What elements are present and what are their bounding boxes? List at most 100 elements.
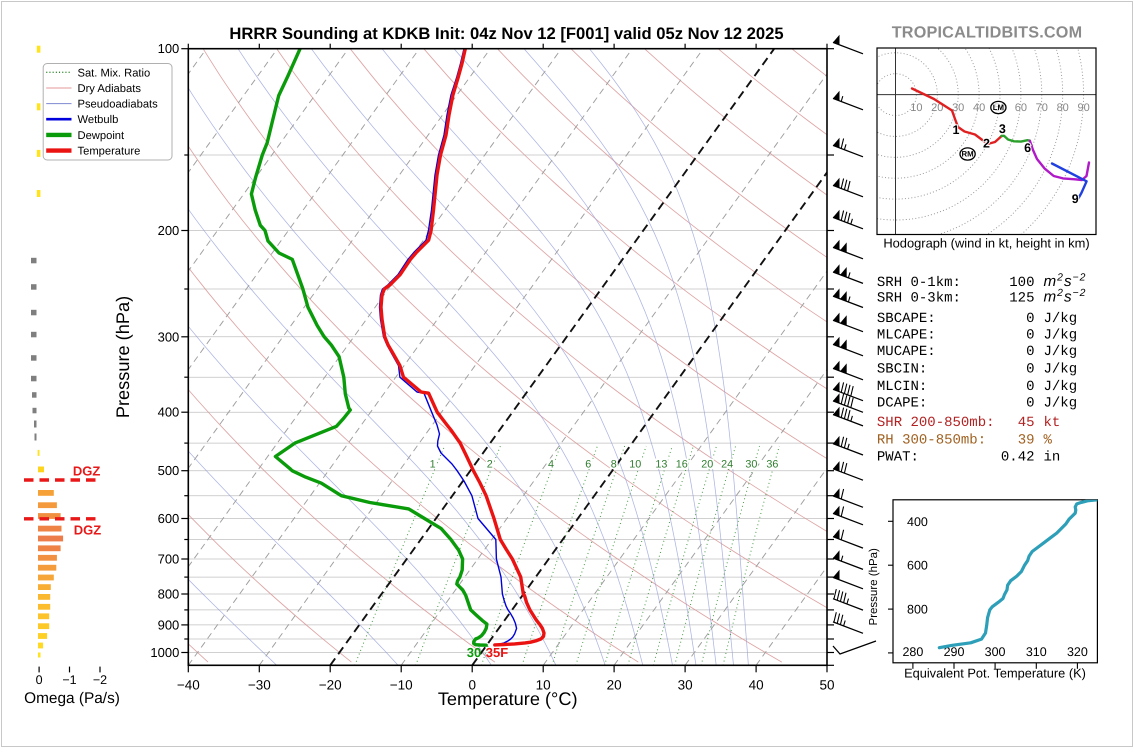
svg-text:Temperature: Temperature [78, 146, 141, 158]
svg-text:20: 20 [931, 102, 943, 114]
svg-text:0: 0 [1026, 362, 1034, 378]
svg-text:16: 16 [676, 459, 688, 471]
svg-text:20: 20 [607, 677, 622, 692]
svg-text:Pressure (hPa): Pressure (hPa) [113, 296, 133, 418]
svg-text:30: 30 [745, 459, 757, 471]
svg-text:SBCAPE:: SBCAPE: [877, 311, 936, 327]
svg-text:Pseudoadiabats: Pseudoadiabats [78, 99, 159, 111]
svg-text:13: 13 [655, 459, 667, 471]
svg-text:1: 1 [953, 123, 960, 137]
svg-text:36: 36 [766, 459, 778, 471]
svg-text:400: 400 [907, 515, 928, 529]
svg-text:LM: LM [993, 103, 1004, 112]
svg-text:0: 0 [1026, 379, 1034, 395]
svg-text:−10: −10 [390, 677, 413, 692]
svg-text:MLCIN:: MLCIN: [877, 379, 927, 395]
svg-text:HRRR Sounding at KDKB Init: 04: HRRR Sounding at KDKB Init: 04z Nov 12 [… [229, 24, 783, 43]
svg-text:4: 4 [548, 459, 554, 471]
svg-text:40: 40 [973, 102, 985, 114]
svg-text:Equivalent Pot. Temperature (K: Equivalent Pot. Temperature (K) [904, 666, 1086, 681]
svg-text:2: 2 [487, 459, 493, 471]
svg-text:125: 125 [1009, 291, 1034, 307]
svg-text:%: % [1044, 432, 1053, 448]
svg-text:90: 90 [1077, 102, 1089, 114]
svg-text:J/kg: J/kg [1044, 396, 1078, 412]
svg-text:SRH 0-1km:: SRH 0-1km: [877, 275, 961, 291]
svg-text:SRH 0-3km:: SRH 0-3km: [877, 291, 961, 307]
svg-text:−40: −40 [177, 677, 200, 692]
svg-text:MLCAPE:: MLCAPE: [877, 327, 936, 343]
svg-text:Temperature (°C): Temperature (°C) [438, 689, 578, 709]
svg-text:24: 24 [721, 459, 733, 471]
svg-text:1: 1 [430, 459, 436, 471]
svg-text:280: 280 [902, 645, 923, 659]
svg-text:100: 100 [158, 41, 180, 56]
svg-text:0: 0 [1026, 311, 1034, 327]
svg-text:1000: 1000 [150, 645, 179, 660]
svg-text:35F: 35F [486, 645, 508, 660]
svg-text:SHR 200-850mb:: SHR 200-850mb: [877, 415, 995, 431]
svg-text:Hodograph (wind in kt, height: Hodograph (wind in kt, height in km) [883, 236, 1089, 251]
svg-text:60: 60 [1015, 102, 1027, 114]
svg-text:30: 30 [678, 677, 693, 692]
svg-text:800: 800 [907, 603, 928, 617]
svg-text:500: 500 [158, 463, 180, 478]
svg-text:MUCAPE:: MUCAPE: [877, 344, 936, 360]
svg-text:Omega (Pa/s): Omega (Pa/s) [24, 690, 120, 707]
svg-text:Wetbulb: Wetbulb [78, 114, 119, 126]
svg-text:50: 50 [819, 677, 834, 692]
svg-text:RM: RM [962, 150, 974, 159]
svg-text:−2: −2 [93, 673, 107, 687]
svg-text:600: 600 [158, 511, 180, 526]
svg-text:20: 20 [701, 459, 713, 471]
svg-text:0: 0 [36, 673, 43, 687]
svg-text:−20: −20 [319, 677, 342, 692]
svg-text:600: 600 [907, 559, 928, 573]
svg-text:SBCIN:: SBCIN: [877, 362, 927, 378]
svg-text:Sat. Mix. Ratio: Sat. Mix. Ratio [78, 67, 151, 79]
svg-text:Dry Adiabats: Dry Adiabats [78, 83, 142, 95]
svg-text:0: 0 [468, 677, 476, 692]
svg-text:2: 2 [983, 137, 990, 151]
svg-text:3: 3 [999, 122, 1006, 136]
svg-text:100: 100 [1009, 275, 1034, 291]
svg-text:RH 300-850mb:: RH 300-850mb: [877, 432, 986, 448]
svg-text:900: 900 [158, 617, 180, 632]
svg-text:Pressure (hPa): Pressure (hPa) [868, 548, 880, 626]
svg-text:10: 10 [629, 459, 641, 471]
svg-text:DCAPE:: DCAPE: [877, 396, 927, 412]
svg-text:kt: kt [1044, 415, 1061, 431]
svg-text:40: 40 [749, 677, 764, 692]
svg-text:30: 30 [467, 645, 481, 660]
svg-text:300: 300 [985, 645, 1006, 659]
svg-text:J/kg: J/kg [1044, 327, 1078, 343]
svg-text:800: 800 [158, 587, 180, 602]
svg-text:39: 39 [1018, 432, 1035, 448]
svg-text:PWAT:: PWAT: [877, 450, 919, 466]
svg-text:Dewpoint: Dewpoint [78, 130, 126, 142]
svg-text:700: 700 [158, 552, 180, 567]
svg-text:300: 300 [158, 329, 180, 344]
svg-text:45: 45 [1018, 415, 1035, 431]
svg-text:9: 9 [1072, 192, 1079, 206]
svg-text:DGZ: DGZ [73, 463, 101, 478]
svg-text:J/kg: J/kg [1044, 362, 1078, 378]
svg-text:J/kg: J/kg [1044, 379, 1078, 395]
svg-text:320: 320 [1067, 645, 1088, 659]
svg-text:6: 6 [585, 459, 591, 471]
svg-text:0: 0 [1026, 396, 1034, 412]
svg-text:10: 10 [536, 677, 551, 692]
svg-text:200: 200 [158, 223, 180, 238]
svg-text:70: 70 [1036, 102, 1048, 114]
svg-text:400: 400 [158, 405, 180, 420]
svg-text:290: 290 [944, 645, 965, 659]
svg-text:DGZ: DGZ [74, 522, 102, 537]
svg-text:−30: −30 [248, 677, 271, 692]
svg-text:0.42: 0.42 [1001, 450, 1035, 466]
svg-text:J/kg: J/kg [1044, 311, 1078, 327]
svg-text:in: in [1044, 450, 1061, 466]
svg-text:J/kg: J/kg [1044, 344, 1078, 360]
svg-text:310: 310 [1026, 645, 1047, 659]
svg-text:30: 30 [952, 102, 964, 114]
svg-text:−1: −1 [62, 673, 76, 687]
